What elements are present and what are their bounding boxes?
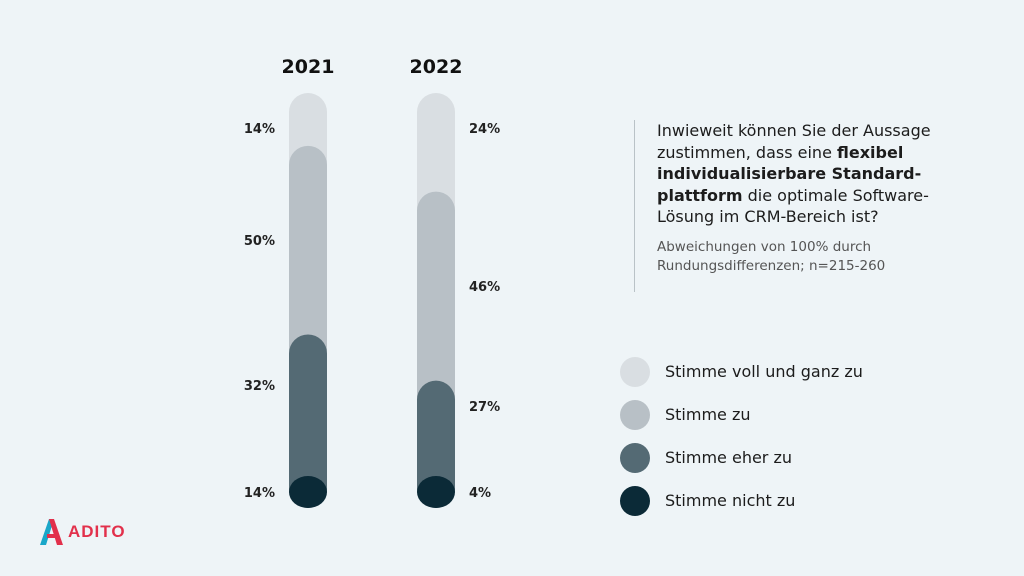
legend-swatch (620, 356, 650, 387)
legend-swatch (620, 485, 650, 516)
data-label: 4% (469, 486, 491, 501)
legend-label: Stimme voll und ganz zu (665, 362, 863, 381)
bar-segment (417, 476, 455, 508)
data-label: 50% (244, 234, 275, 249)
legend-item: Stimme zu (620, 393, 863, 436)
adito-logo-icon (40, 519, 63, 545)
bar-segment (417, 380, 455, 508)
legend-item: Stimme voll und ganz zu (620, 350, 863, 393)
legend-swatch (620, 399, 650, 430)
question-post: die optimale Software-Lösung im CRM-Bere… (657, 185, 929, 227)
bar-segment (289, 476, 327, 508)
note-text: Abweichungen von 100% durch Rundungsdiff… (657, 238, 886, 274)
data-label: 14% (244, 486, 275, 501)
data-label: 14% (244, 122, 275, 137)
bar-segment (289, 334, 327, 508)
question-text: Inwieweit können Sie der Aussage zustimm… (657, 120, 957, 228)
legend-label: Stimme eher zu (665, 448, 793, 467)
question-bold: flexibel individualisierbare Standard-pl… (657, 142, 922, 205)
data-label: 32% (244, 379, 275, 394)
data-label: 46% (469, 280, 500, 295)
legend: Stimme voll und ganz zu Stimme zu Stimme e… (620, 350, 863, 522)
legend-swatch (620, 442, 650, 473)
data-label: 27% (469, 400, 500, 415)
legend-item: Stimme eher zu (620, 436, 863, 479)
logo-text: ADITO (68, 522, 126, 541)
legend-label: Stimme nicht zu (665, 491, 796, 510)
data-label: 24% (469, 122, 500, 137)
stacked-bar-chart: 2021 14% 50% 32% 14% 2022 24% 46% 27% 4% (244, 56, 500, 508)
question-box: Inwieweit können Sie der Aussage zustimm… (634, 120, 957, 292)
year-label: 2022 (410, 56, 463, 78)
question-pre: Inwieweit können Sie der Aussage zustimm… (657, 121, 931, 162)
year-label: 2021 (282, 56, 335, 78)
legend-item: Stimme nicht zu (620, 479, 863, 522)
legend-label: Stimme zu (665, 405, 751, 424)
adito-logo: ADITO (38, 519, 126, 545)
